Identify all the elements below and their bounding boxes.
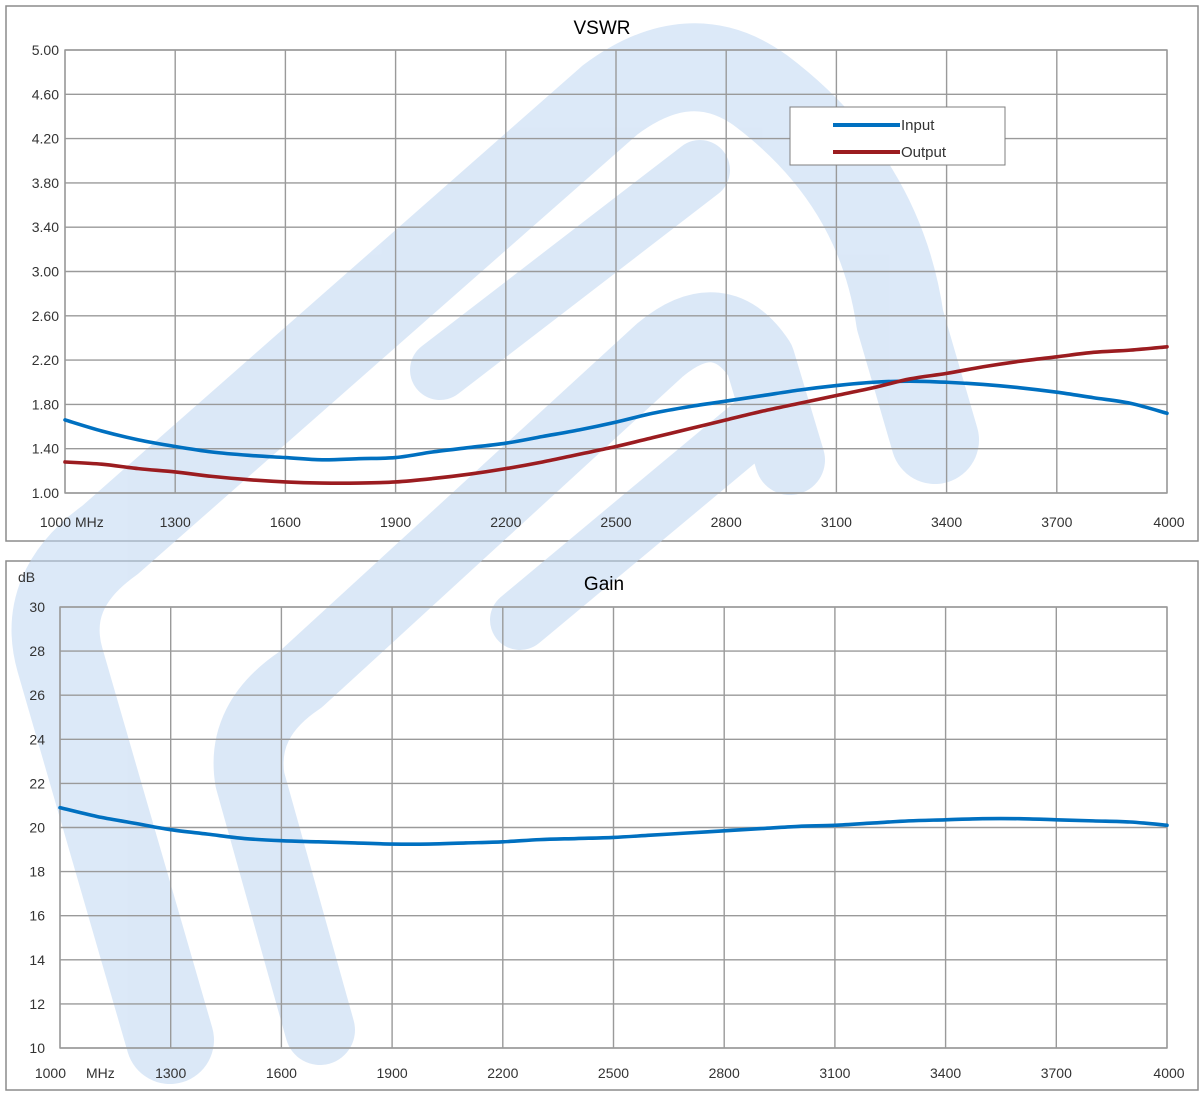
vswr-y-tick-label: 1.00 (32, 485, 59, 501)
legend-input-label: Input (901, 117, 935, 134)
gain-y-tick-label: 14 (29, 952, 45, 968)
logo-watermark-bar-lower (490, 390, 790, 650)
gain-x-tick-label: 2500 (598, 1065, 629, 1081)
vswr-x-tick-label: 4000 (1153, 514, 1184, 530)
gain-y-tick-label: 12 (29, 996, 45, 1012)
gain-x-unit-label: MHz (86, 1065, 115, 1081)
gain-x-tick-label: 2800 (709, 1065, 740, 1081)
vswr-y-tick-label: 5.00 (32, 42, 59, 58)
vswr-x-tick-label: 1000 (40, 514, 71, 530)
gain-x-tick-label: 1900 (377, 1065, 408, 1081)
vswr-y-tick-label: 2.60 (32, 308, 59, 324)
vswr-chart-title: VSWR (574, 18, 631, 39)
vswr-x-tick-label: 1300 (160, 514, 191, 530)
gain-y-tick-labels: 10 12 14 16 18 20 22 24 26 28 30 (29, 599, 45, 1056)
gain-x-tick-label: 3700 (1041, 1065, 1072, 1081)
gain-x-tick-labels: 1000 1300 1600 1900 2200 2500 2800 3100 3400 3700… (35, 1065, 1185, 1081)
vswr-y-tick-label: 4.20 (32, 131, 59, 147)
vswr-x-tick-label: 3400 (931, 514, 962, 530)
gain-series-group (58, 805, 1169, 846)
vswr-x-tick-label: 1600 (270, 514, 301, 530)
gain-y-tick-label: 20 (29, 820, 45, 836)
gain-y-tick-label: 28 (29, 643, 45, 659)
vswr-x-tick-label: 2500 (600, 514, 631, 530)
gain-plot-area (59, 606, 1168, 1049)
logo-watermark-outer-band (11, 23, 979, 1084)
vswr-y-tick-label: 3.40 (32, 219, 59, 235)
gain-chart-title: Gain (584, 574, 624, 595)
vswr-series-line-output (63, 345, 1169, 485)
vswr-legend: Input Output (789, 106, 1006, 166)
vswr-x-tick-label: 1900 (380, 514, 411, 530)
logo-watermark (11, 23, 979, 1084)
gain-y-tick-label: 16 (29, 908, 45, 924)
vswr-y-tick-labels: 1.00 1.40 1.80 2.20 2.60 3.00 3.40 3.80 4.20 4.60… (32, 42, 59, 501)
vswr-x-tick-label: 2800 (711, 514, 742, 530)
gain-chart: 10 12 14 16 18 20 22 24 26 28 30 1000 1300 1600 1900 2… (18, 569, 1185, 1081)
legend-output-label: Output (901, 144, 947, 161)
gain-y-axis-label: dB (18, 569, 35, 585)
vswr-y-tick-label: 2.20 (32, 352, 59, 368)
vswr-y-tick-label: 1.80 (32, 396, 59, 412)
vswr-x-unit-label: MHz (75, 514, 104, 530)
gain-x-tick-label: 2200 (487, 1065, 518, 1081)
vswr-y-tick-label: 3.80 (32, 175, 59, 191)
vswr-y-tick-label: 3.00 (32, 264, 59, 280)
gain-x-tick-label: 3100 (819, 1065, 850, 1081)
vswr-x-tick-label: 2200 (490, 514, 521, 530)
gain-y-tick-label: 10 (29, 1040, 45, 1056)
gain-x-tick-label: 4000 (1153, 1065, 1184, 1081)
vswr-x-tick-label: 3100 (821, 514, 852, 530)
gain-y-tick-label: 26 (29, 687, 45, 703)
vswr-y-tick-label: 1.40 (32, 441, 59, 457)
vswr-y-tick-label: 4.60 (32, 86, 59, 102)
vswr-series-line-input (63, 379, 1169, 462)
vswr-legend-box (789, 106, 1006, 166)
gain-series-line-gain (58, 805, 1169, 846)
gain-y-tick-label: 30 (29, 599, 45, 615)
gain-x-tick-label: 1000 (35, 1065, 66, 1081)
gain-y-tick-label: 24 (29, 731, 45, 747)
vswr-x-tick-labels: 1000 1300 1600 1900 2200 2500 2800 3100 3400 3700… (40, 514, 1185, 530)
gain-x-tick-label: 3400 (930, 1065, 961, 1081)
vswr-plot-area (64, 49, 1168, 494)
logo-watermark-inner-band (213, 292, 825, 1065)
vswr-x-tick-label: 3700 (1041, 514, 1072, 530)
logo-watermark-bar-upper (410, 140, 730, 400)
gain-y-tick-label: 18 (29, 864, 45, 880)
gain-x-tick-label: 1300 (155, 1065, 186, 1081)
vswr-series-group (63, 345, 1169, 485)
gain-x-tick-label: 1600 (266, 1065, 297, 1081)
gain-y-tick-label: 22 (29, 775, 45, 791)
vswr-chart: 1.00 1.40 1.80 2.20 2.60 3.00 3.40 3.80 4.20 4.60… (32, 18, 1185, 530)
